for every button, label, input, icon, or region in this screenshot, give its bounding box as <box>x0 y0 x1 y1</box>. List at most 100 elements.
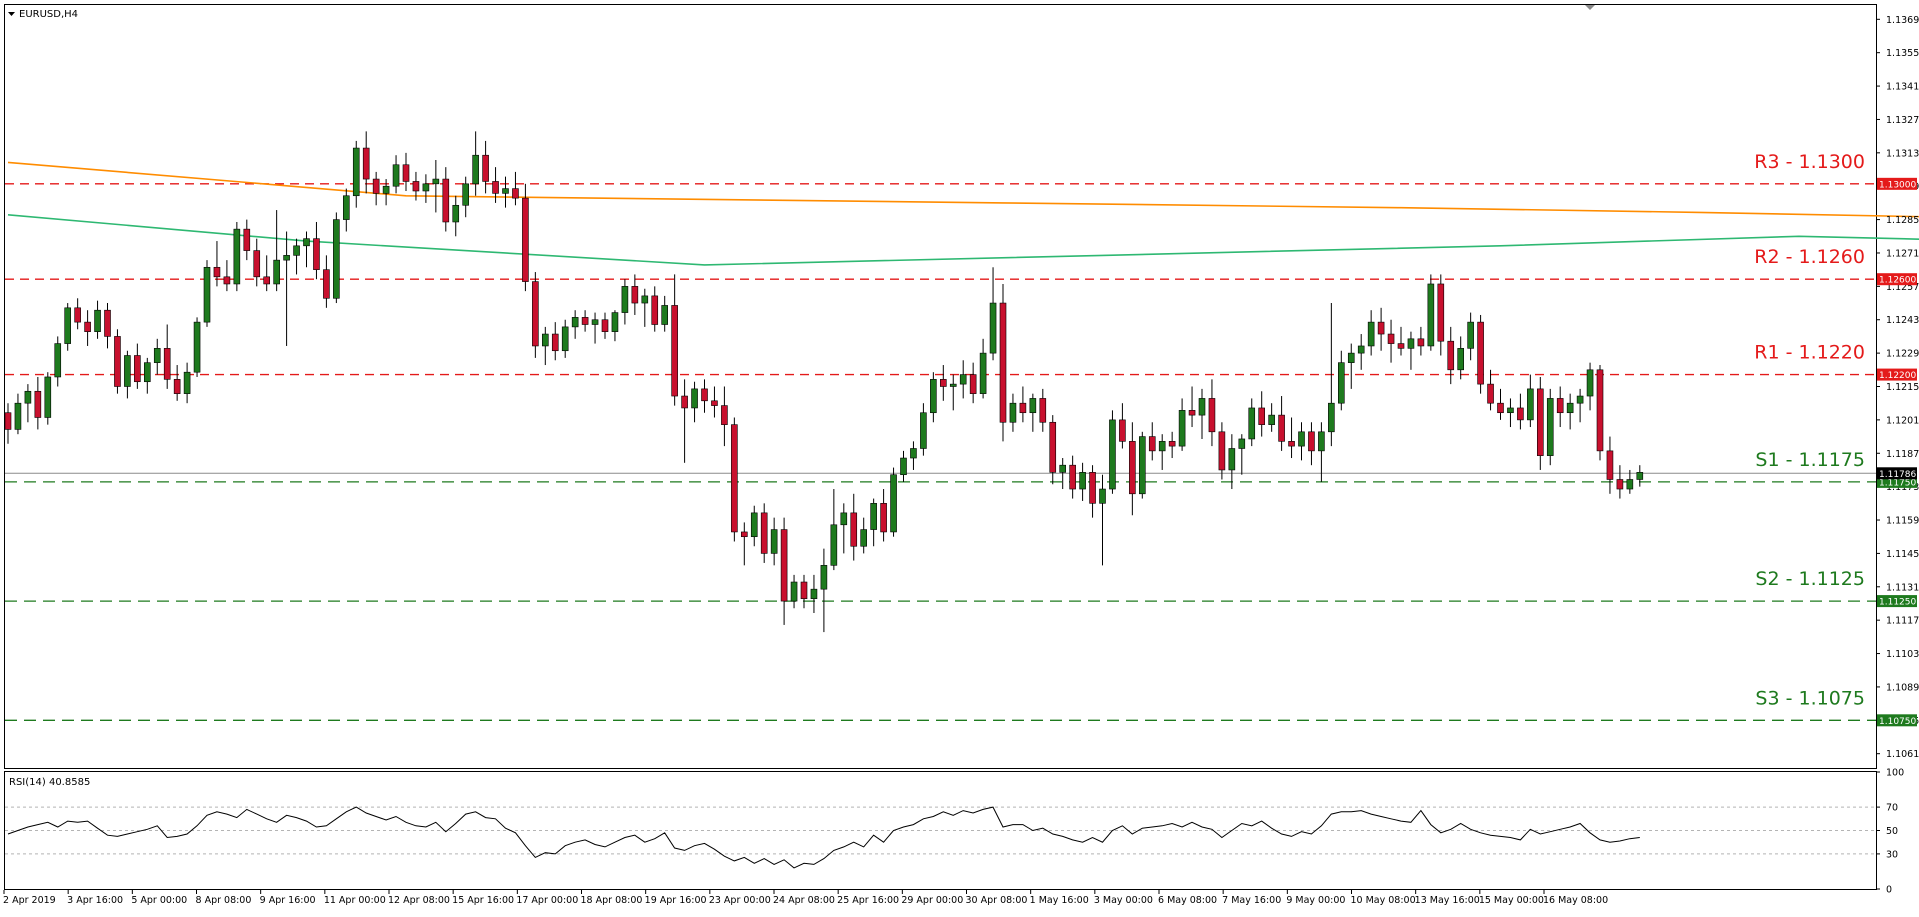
candle[interactable] <box>14 393 22 435</box>
candle[interactable] <box>1537 376 1544 470</box>
candle[interactable] <box>1367 310 1375 356</box>
candle[interactable] <box>1377 307 1385 351</box>
candle[interactable] <box>44 372 52 425</box>
candle[interactable] <box>1148 422 1156 461</box>
candle[interactable] <box>949 374 957 411</box>
candle[interactable] <box>561 319 569 358</box>
candle[interactable] <box>711 386 718 418</box>
candle[interactable] <box>939 365 947 401</box>
candle[interactable] <box>1208 379 1216 447</box>
candle[interactable] <box>1586 362 1594 411</box>
candle[interactable] <box>611 310 619 342</box>
candle[interactable] <box>1427 274 1435 351</box>
candle[interactable] <box>173 365 181 401</box>
candle[interactable] <box>1278 396 1285 451</box>
candle[interactable] <box>213 241 221 287</box>
candle[interactable] <box>1308 422 1315 466</box>
candle[interactable] <box>900 450 907 482</box>
candle[interactable] <box>1347 343 1355 389</box>
candle[interactable] <box>303 231 310 268</box>
candle[interactable] <box>124 350 131 399</box>
candle[interactable] <box>84 310 91 346</box>
candle[interactable] <box>323 255 330 308</box>
candle[interactable] <box>203 260 211 327</box>
price-axis[interactable]: 1.136901.135501.134101.132701.131301.129… <box>1876 15 1919 760</box>
candle[interactable] <box>293 238 300 275</box>
candle[interactable] <box>1407 331 1415 370</box>
candle[interactable] <box>54 336 62 387</box>
candle[interactable] <box>333 212 340 304</box>
candle[interactable] <box>442 167 450 232</box>
candle[interactable] <box>1168 431 1176 459</box>
candle[interactable] <box>1596 365 1604 461</box>
candle[interactable] <box>1507 398 1514 428</box>
candle[interactable] <box>1447 326 1455 385</box>
candle[interactable] <box>233 221 241 292</box>
candle[interactable] <box>1228 434 1236 490</box>
scroll-marker-icon[interactable] <box>1585 5 1595 10</box>
candle[interactable] <box>1556 386 1564 428</box>
candle[interactable] <box>402 152 410 191</box>
candle[interactable] <box>1546 388 1554 466</box>
candle[interactable] <box>601 312 609 339</box>
candle[interactable] <box>1527 374 1534 428</box>
candle[interactable] <box>910 441 917 470</box>
candle[interactable] <box>750 505 758 547</box>
candle[interactable] <box>263 255 271 292</box>
candle[interactable] <box>1517 393 1524 430</box>
candle[interactable] <box>243 219 251 261</box>
candle[interactable] <box>840 503 848 554</box>
candle[interactable] <box>890 467 897 537</box>
candle[interactable] <box>482 140 489 194</box>
candle[interactable] <box>979 338 987 399</box>
candle[interactable] <box>1119 403 1126 449</box>
candle[interactable] <box>502 176 509 208</box>
candle[interactable] <box>372 171 380 206</box>
candle[interactable] <box>1497 388 1504 420</box>
candle[interactable] <box>920 403 927 456</box>
candle[interactable] <box>342 188 350 232</box>
candle[interactable] <box>770 517 778 566</box>
candle[interactable] <box>850 493 858 561</box>
candle[interactable] <box>283 231 290 346</box>
candle[interactable] <box>412 171 420 201</box>
candle[interactable] <box>1437 274 1445 356</box>
candle[interactable] <box>661 295 669 332</box>
candle[interactable] <box>1238 434 1246 475</box>
candle[interactable] <box>760 503 768 563</box>
candle[interactable] <box>1387 319 1395 363</box>
candle[interactable] <box>1109 410 1116 494</box>
candle[interactable] <box>860 517 868 554</box>
candle[interactable] <box>541 326 549 366</box>
candle[interactable] <box>1318 422 1325 482</box>
candle[interactable] <box>352 140 360 208</box>
candle[interactable] <box>870 498 877 547</box>
candle[interactable] <box>4 403 12 444</box>
candle[interactable] <box>1636 465 1644 487</box>
candle[interactable] <box>1029 393 1037 432</box>
candle[interactable] <box>641 288 649 327</box>
candle[interactable] <box>1487 369 1494 411</box>
candle[interactable] <box>1039 388 1047 432</box>
candle[interactable] <box>163 324 171 389</box>
candle[interactable] <box>880 489 887 542</box>
candle[interactable] <box>144 357 151 394</box>
candle[interactable] <box>1357 334 1365 370</box>
candle[interactable] <box>740 522 748 566</box>
candle[interactable] <box>1188 386 1196 428</box>
candle[interactable] <box>1198 388 1206 439</box>
candle[interactable] <box>631 274 639 315</box>
candle[interactable] <box>512 171 519 206</box>
candle[interactable] <box>1417 326 1425 356</box>
candle[interactable] <box>134 343 141 389</box>
candle[interactable] <box>94 300 101 339</box>
candle[interactable] <box>1457 336 1464 380</box>
candle[interactable] <box>830 489 838 571</box>
candle[interactable] <box>382 179 390 206</box>
candle[interactable] <box>223 260 231 292</box>
candle[interactable] <box>1059 458 1066 490</box>
candle[interactable] <box>1477 314 1484 394</box>
candle[interactable] <box>193 317 201 377</box>
candle[interactable] <box>392 155 400 194</box>
candle[interactable] <box>551 322 559 361</box>
